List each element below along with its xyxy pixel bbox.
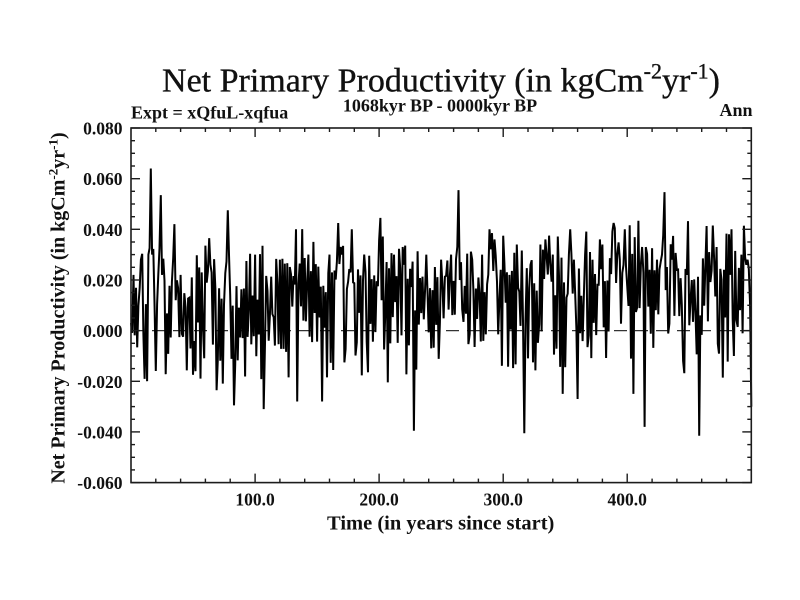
- svg-text:0.040: 0.040: [83, 220, 123, 240]
- svg-text:400.0: 400.0: [608, 490, 648, 510]
- svg-text:0.020: 0.020: [83, 271, 123, 291]
- svg-text:0.000: 0.000: [83, 321, 123, 341]
- svg-text:0.080: 0.080: [83, 119, 123, 139]
- svg-text:Ann: Ann: [719, 100, 752, 120]
- svg-text:Net Primary Productivity (in k: Net Primary Productivity (in kgCm-2yr-1): [46, 132, 70, 483]
- svg-text:Net Primary Productivity (in k: Net Primary Productivity (in kgCm-2yr-1): [162, 59, 720, 100]
- svg-text:-0.040: -0.040: [77, 422, 122, 442]
- svg-text:100.0: 100.0: [235, 490, 275, 510]
- svg-text:-0.020: -0.020: [77, 372, 122, 392]
- svg-text:-0.060: -0.060: [77, 473, 122, 493]
- svg-text:Expt = xQfuL-xqfua: Expt = xQfuL-xqfua: [131, 103, 288, 123]
- svg-text:200.0: 200.0: [359, 490, 399, 510]
- svg-text:1068kyr BP - 0000kyr BP: 1068kyr BP - 0000kyr BP: [343, 96, 537, 116]
- svg-text:0.060: 0.060: [83, 169, 123, 189]
- svg-text:300.0: 300.0: [484, 490, 524, 510]
- svg-text:Time (in years since start): Time (in years since start): [327, 513, 554, 535]
